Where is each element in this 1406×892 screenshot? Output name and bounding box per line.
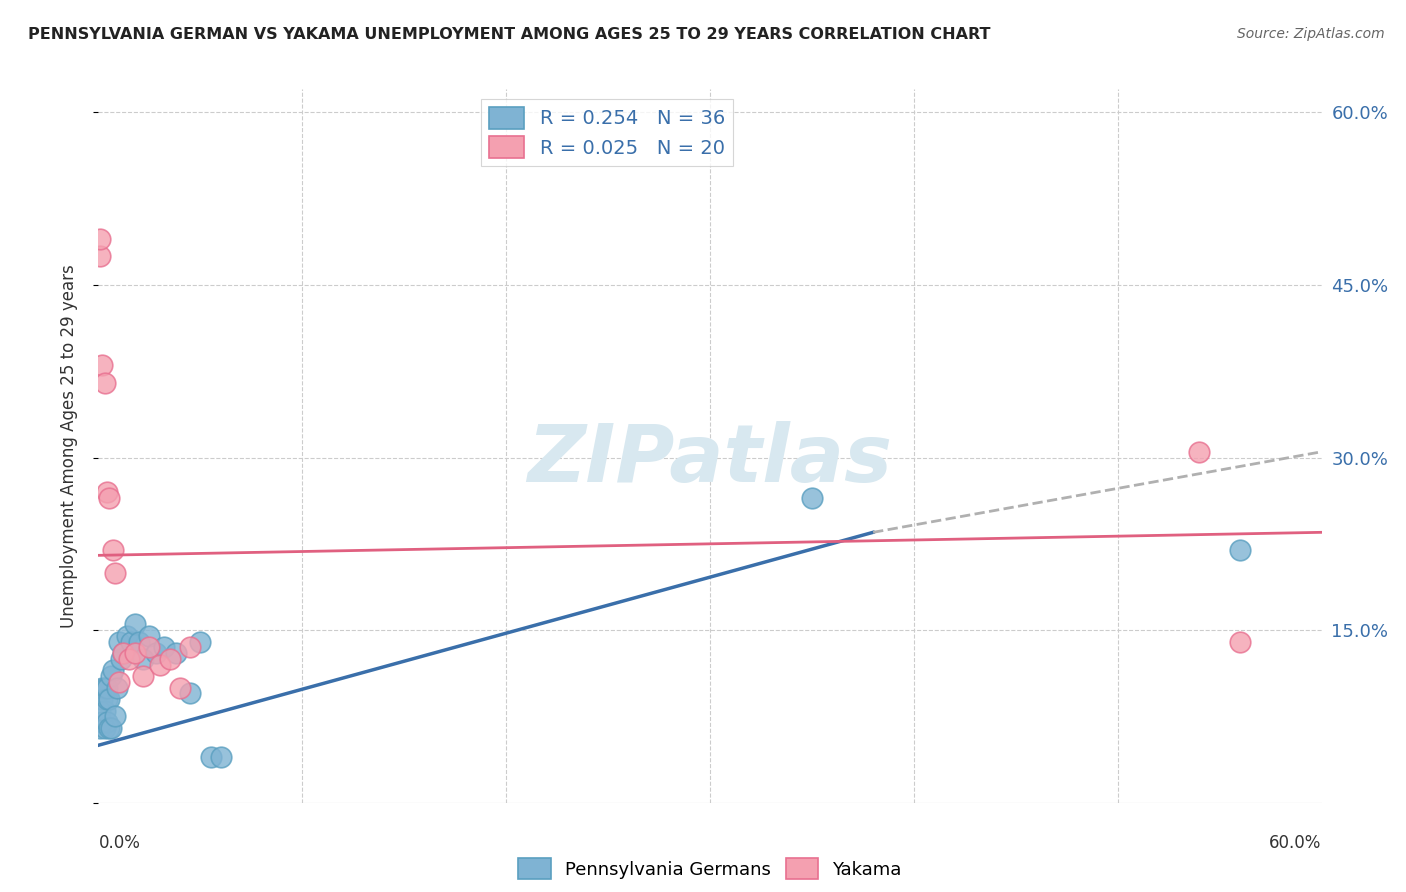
Point	[169, 681, 191, 695]
Point	[97, 491, 120, 505]
Point	[188, 634, 212, 648]
Point	[124, 646, 146, 660]
Point	[101, 664, 124, 678]
Point	[165, 646, 187, 660]
Point	[149, 657, 172, 672]
Point	[93, 376, 115, 390]
Point	[1188, 444, 1211, 458]
Point	[101, 542, 124, 557]
Point	[138, 629, 160, 643]
Point	[152, 640, 174, 655]
Text: 0.0%: 0.0%	[98, 834, 141, 852]
Text: Source: ZipAtlas.com: Source: ZipAtlas.com	[1237, 27, 1385, 41]
Point	[100, 721, 122, 735]
Point	[93, 704, 115, 718]
Point	[1229, 634, 1251, 648]
Point	[138, 640, 160, 655]
Point	[179, 640, 201, 655]
Point	[91, 681, 114, 695]
Point	[96, 485, 118, 500]
Point	[118, 652, 141, 666]
Point	[97, 692, 120, 706]
Point	[89, 249, 111, 263]
Point	[105, 681, 128, 695]
Point	[159, 652, 181, 666]
Point	[108, 634, 131, 648]
Point	[93, 681, 115, 695]
Point	[89, 721, 111, 735]
Point	[91, 359, 114, 373]
Text: PENNSYLVANIA GERMAN VS YAKAMA UNEMPLOYMENT AMONG AGES 25 TO 29 YEARS CORRELATION: PENNSYLVANIA GERMAN VS YAKAMA UNEMPLOYME…	[28, 27, 991, 42]
Point	[132, 652, 155, 666]
Point	[96, 715, 118, 730]
Point	[200, 749, 222, 764]
Text: 60.0%: 60.0%	[1270, 834, 1322, 852]
Point	[124, 617, 146, 632]
Point	[120, 634, 142, 648]
Point	[89, 704, 111, 718]
Point	[100, 669, 122, 683]
Point	[1229, 542, 1251, 557]
Point	[108, 675, 131, 690]
Point	[104, 709, 127, 723]
Point	[89, 232, 111, 246]
Point	[93, 721, 115, 735]
Point	[145, 646, 167, 660]
Text: ZIPatlas: ZIPatlas	[527, 421, 893, 500]
Legend: Pennsylvania Germans, Yakama: Pennsylvania Germans, Yakama	[510, 851, 910, 887]
Point	[128, 634, 150, 648]
Point	[132, 669, 155, 683]
Point	[97, 721, 120, 735]
Point	[111, 646, 134, 660]
Point	[91, 715, 114, 730]
Point	[96, 681, 118, 695]
Y-axis label: Unemployment Among Ages 25 to 29 years: Unemployment Among Ages 25 to 29 years	[59, 264, 77, 628]
Point	[91, 692, 114, 706]
Point	[209, 749, 232, 764]
Point	[801, 491, 824, 505]
Point	[115, 629, 138, 643]
Point	[96, 692, 118, 706]
Point	[110, 652, 132, 666]
Point	[111, 646, 134, 660]
Point	[104, 566, 127, 580]
Point	[179, 686, 201, 700]
